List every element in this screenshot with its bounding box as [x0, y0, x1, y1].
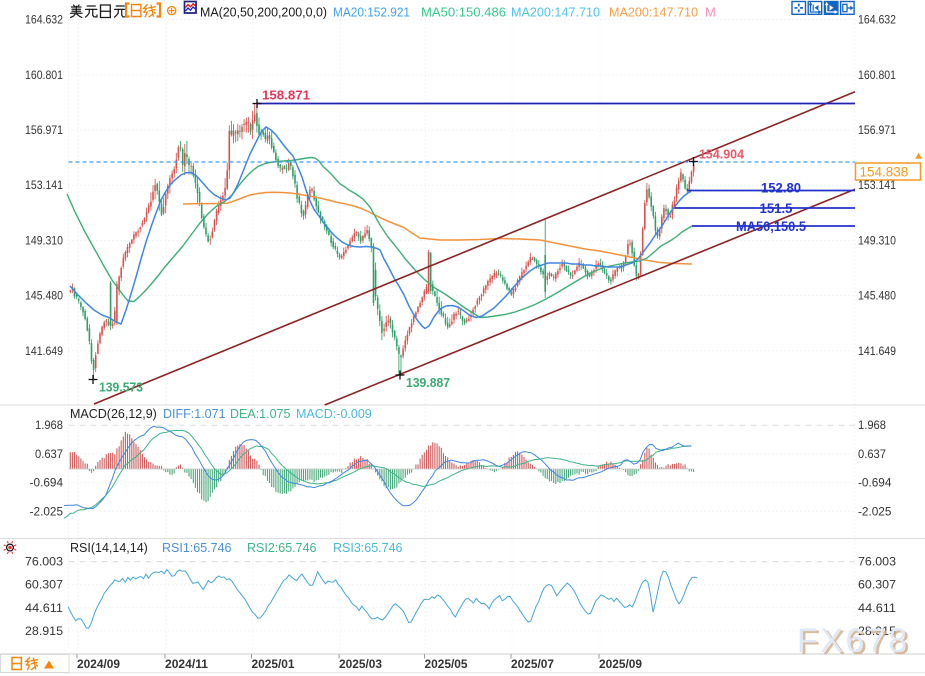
svg-text:164.632: 164.632	[25, 15, 63, 27]
svg-text:151.5: 151.5	[760, 201, 793, 216]
svg-text:2025/01: 2025/01	[252, 659, 296, 671]
svg-text:2024/09: 2024/09	[77, 659, 120, 671]
svg-text:76.003: 76.003	[25, 557, 63, 569]
svg-text:28.915: 28.915	[858, 626, 896, 638]
svg-text:MA50:150.486: MA50:150.486	[421, 5, 506, 20]
svg-text:139.573: 139.573	[99, 381, 143, 395]
svg-text:149.310: 149.310	[25, 235, 63, 247]
svg-text:160.801: 160.801	[25, 70, 63, 82]
svg-text:MA20:152.921: MA20:152.921	[333, 5, 410, 20]
svg-text:2025/09: 2025/09	[599, 659, 642, 671]
svg-text:139.887: 139.887	[406, 376, 450, 390]
svg-text:RSI1:65.746: RSI1:65.746	[162, 541, 232, 555]
svg-text:MACD(26,12,9): MACD(26,12,9)	[70, 407, 157, 421]
svg-text:-0.694: -0.694	[858, 478, 892, 490]
svg-text:2025/07: 2025/07	[511, 659, 554, 671]
svg-text:156.971: 156.971	[25, 125, 63, 137]
svg-text:160.801: 160.801	[858, 70, 896, 82]
svg-text:FX678: FX678	[800, 624, 913, 662]
svg-text:0.637: 0.637	[858, 449, 886, 461]
svg-text:145.480: 145.480	[25, 291, 63, 303]
svg-text:M: M	[705, 5, 716, 20]
svg-text:DEA:1.075: DEA:1.075	[230, 407, 291, 421]
svg-text:76.003: 76.003	[858, 557, 896, 569]
svg-text:-2.025: -2.025	[30, 506, 63, 518]
svg-text:141.649: 141.649	[858, 346, 896, 358]
svg-text:FX678: FX678	[797, 622, 910, 660]
svg-text:60.307: 60.307	[25, 580, 63, 592]
svg-text:0.637: 0.637	[35, 449, 63, 461]
svg-text:154.838: 154.838	[860, 165, 909, 180]
svg-text:MA(20,50,200,200,0,0): MA(20,50,200,200,0,0)	[200, 5, 327, 20]
svg-text:60.307: 60.307	[858, 580, 896, 592]
svg-text:154.904: 154.904	[699, 147, 745, 162]
svg-text:156.971: 156.971	[858, 125, 896, 137]
svg-text:28.915: 28.915	[25, 626, 63, 638]
svg-text:RSI2:65.746: RSI2:65.746	[247, 541, 317, 555]
svg-text:MACD:-0.009: MACD:-0.009	[296, 407, 372, 421]
svg-text:MA50,150.5: MA50,150.5	[736, 219, 806, 234]
svg-text:2025/05: 2025/05	[425, 659, 469, 671]
svg-text:152.80: 152.80	[761, 181, 801, 196]
svg-text:RSI(14,14,14): RSI(14,14,14)	[70, 541, 148, 555]
svg-text:MA200:147.710: MA200:147.710	[511, 5, 600, 20]
svg-text:DIFF:1.071: DIFF:1.071	[163, 407, 226, 421]
svg-text:44.611: 44.611	[25, 603, 63, 615]
svg-text:44.611: 44.611	[858, 603, 896, 615]
svg-text:141.649: 141.649	[25, 346, 63, 358]
svg-text:145.480: 145.480	[858, 291, 896, 303]
svg-text:RSI3:65.746: RSI3:65.746	[333, 541, 403, 555]
svg-text:164.632: 164.632	[858, 15, 896, 27]
svg-text:1.968: 1.968	[35, 420, 63, 432]
svg-text:149.310: 149.310	[858, 235, 896, 247]
svg-text:1.968: 1.968	[858, 420, 886, 432]
svg-text:153.141: 153.141	[858, 180, 896, 192]
svg-text:2025/03: 2025/03	[339, 659, 382, 671]
svg-text:2024/11: 2024/11	[165, 659, 209, 671]
svg-text:-0.694: -0.694	[30, 478, 64, 490]
svg-text:-2.025: -2.025	[858, 506, 891, 518]
svg-text:MA200:147.710: MA200:147.710	[609, 5, 698, 20]
svg-text:158.871: 158.871	[262, 88, 310, 103]
svg-text:153.141: 153.141	[25, 180, 63, 192]
